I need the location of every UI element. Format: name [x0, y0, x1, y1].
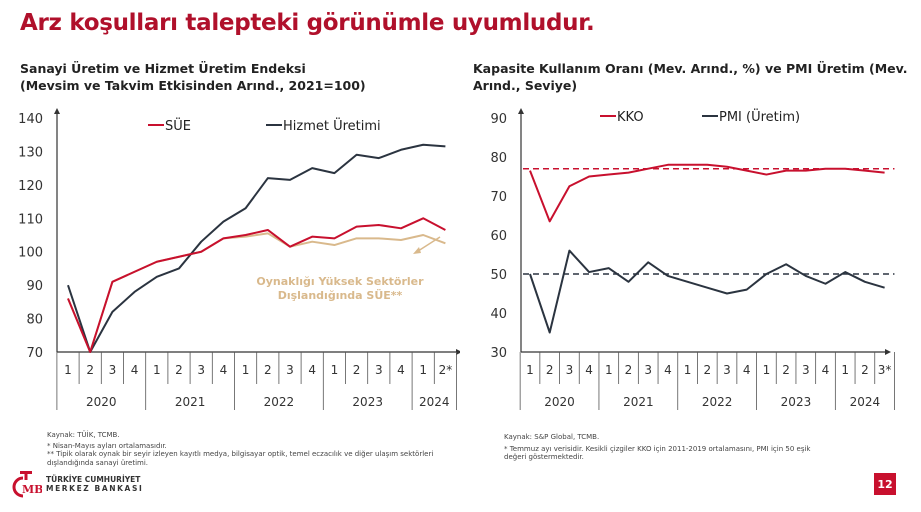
x-tick-label: 1	[763, 363, 771, 377]
x-tick-label: 3	[375, 363, 383, 377]
left-source: Kaynak: TÜİK, TCMB.	[47, 431, 120, 439]
x-tick-label: 4	[397, 363, 405, 377]
x-tick-label: 1	[526, 363, 534, 377]
page-number: 12	[874, 473, 896, 495]
x-tick-label: 4	[664, 363, 672, 377]
y-tick-label: 50	[490, 268, 507, 283]
x-tick-label: 4	[131, 363, 139, 377]
series-line-hizmet-retimi	[67, 143, 446, 353]
year-label: 2024	[850, 395, 881, 409]
x-tick-label: 1	[419, 363, 427, 377]
y-tick-label: 140	[18, 112, 43, 127]
x-tick-label: 3	[286, 363, 294, 377]
left-footnote-1: * Nisan-Mayıs ayları ortalamasıdır.	[47, 441, 167, 450]
x-tick-label: 1	[242, 363, 250, 377]
year-label: 2024	[419, 395, 450, 409]
year-label: 2023	[352, 395, 383, 409]
year-label: 2021	[175, 395, 206, 409]
y-tick-label: 40	[490, 307, 507, 322]
x-tick-label: 3	[109, 363, 117, 377]
year-label: 2020	[86, 395, 117, 409]
x-tick-label: 3*	[878, 363, 892, 377]
x-tick-label: 1	[841, 363, 849, 377]
x-tick-label: 3	[197, 363, 205, 377]
annotation-arrowhead	[413, 247, 421, 254]
x-tick-label: 1	[684, 363, 692, 377]
y-tick-label: 100	[18, 246, 43, 261]
tcmb-emblem-icon: MB	[12, 471, 42, 498]
y-tick-label: 60	[490, 229, 507, 244]
x-tick-label: 4	[220, 363, 228, 377]
right-chart-title-line2: Arınd., Seviye)	[473, 78, 578, 93]
y-tick-label: 120	[18, 179, 43, 194]
x-tick-label: 1	[331, 363, 339, 377]
right-chart-title: Kapasite Kullanım Oranı (Mev. Arınd., %)…	[473, 60, 908, 94]
right-notes: Kaynak: S&P Global, TCMB. * Temmuz ayı v…	[504, 433, 834, 462]
year-label: 2022	[264, 395, 295, 409]
left-footnote-2: ** Tipik olarak oynak bir seyir izleyen …	[47, 450, 434, 467]
logo-line1: TÜRKİYE CUMHURİYET	[46, 475, 141, 484]
year-label: 2023	[781, 395, 812, 409]
y-tick-label: 70	[26, 346, 43, 361]
y-tick-label: 90	[490, 112, 507, 127]
annotation-line2: Dışlandığında SÜE**	[278, 288, 403, 302]
svg-text:MB: MB	[22, 483, 42, 496]
right-chart-title-line1: Kapasite Kullanım Oranı (Mev. Arınd., %)…	[473, 61, 908, 76]
x-tick-label: 2	[782, 363, 790, 377]
x-tick-label: 2	[175, 363, 183, 377]
x-tick-label: 2	[86, 363, 94, 377]
x-tick-label: 4	[743, 363, 751, 377]
tcmb-logo: MB TÜRKİYE CUMHURİYET MERKEZ BANKASI	[12, 470, 143, 498]
left-chart-title-line1: Sanayi Üretim ve Hizmet Üretim Endeksi	[20, 61, 306, 76]
series-line-s-e	[67, 217, 446, 353]
series-line-pmi-retim-	[529, 249, 885, 334]
left-notes: Kaynak: TÜİK, TCMB. * Nisan-Mayıs ayları…	[47, 431, 447, 467]
x-tick-label: 2	[625, 363, 633, 377]
legend-label: PMI (Üretim)	[719, 108, 800, 125]
x-tick-label: 1	[605, 363, 613, 377]
x-tick-label: 3	[723, 363, 731, 377]
x-tick-label: 4	[822, 363, 830, 377]
right-source: Kaynak: S&P Global, TCMB.	[504, 433, 600, 441]
x-tick-label: 2	[861, 363, 869, 377]
x-tick-label: 2	[703, 363, 711, 377]
x-tick-label: 4	[585, 363, 593, 377]
x-tick-label: 2	[353, 363, 361, 377]
x-axis-arrow	[456, 349, 460, 355]
slide-title: Arz koşulları talepteki görünümle uyumlu…	[20, 10, 595, 36]
x-tick-label: 3	[566, 363, 574, 377]
series-line-kko	[529, 163, 885, 223]
x-tick-label: 2	[264, 363, 272, 377]
legend-label: SÜE	[165, 117, 191, 134]
x-tick-label: 3	[644, 363, 652, 377]
y-tick-label: 130	[18, 145, 43, 160]
year-label: 2020	[544, 395, 575, 409]
logo-line2: MERKEZ BANKASI	[46, 484, 144, 493]
y-axis-arrow	[54, 108, 60, 114]
x-tick-label: 1	[153, 363, 161, 377]
y-tick-label: 80	[490, 151, 507, 166]
left-chart-title-line2: (Mevsim ve Takvim Etkisinden Arınd., 202…	[20, 78, 366, 93]
x-tick-label: 2*	[439, 363, 453, 377]
y-tick-label: 110	[18, 212, 43, 227]
y-tick-label: 30	[490, 346, 507, 361]
year-label: 2022	[702, 395, 733, 409]
x-tick-label: 3	[802, 363, 810, 377]
y-axis-arrow	[518, 108, 524, 114]
x-tick-label: 1	[64, 363, 72, 377]
left-chart-title: Sanayi Üretim ve Hizmet Üretim Endeksi (…	[20, 60, 366, 94]
y-tick-label: 80	[26, 313, 43, 328]
legend-label: Hizmet Üretimi	[283, 117, 381, 134]
y-tick-label: 90	[26, 279, 43, 294]
y-tick-label: 70	[490, 190, 507, 205]
year-label: 2021	[623, 395, 654, 409]
annotation-line1: Oynaklığı Yüksek Sektörler	[256, 275, 424, 288]
x-axis-arrow	[885, 349, 891, 355]
x-tick-label: 4	[308, 363, 316, 377]
x-tick-label: 2	[546, 363, 554, 377]
legend-label: KKO	[617, 110, 644, 125]
right-footnote: * Temmuz ayı verisidir. Kesikli çizgiler…	[504, 444, 811, 462]
